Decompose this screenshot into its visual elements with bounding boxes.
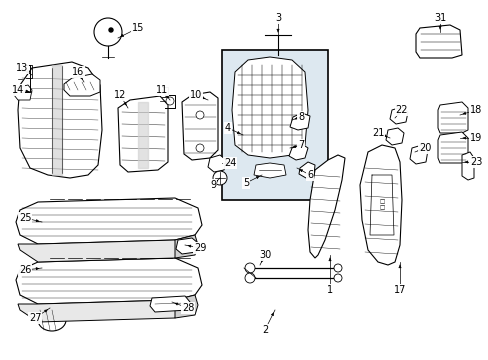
- Polygon shape: [150, 296, 190, 312]
- Text: 22: 22: [395, 105, 407, 115]
- Polygon shape: [118, 96, 168, 172]
- Polygon shape: [409, 145, 427, 164]
- Circle shape: [109, 28, 113, 32]
- Bar: [222, 50, 327, 200]
- Text: □
□: □ □: [379, 199, 384, 210]
- Text: 16: 16: [72, 67, 84, 77]
- Polygon shape: [253, 163, 285, 178]
- Polygon shape: [461, 152, 473, 180]
- Text: 26: 26: [19, 265, 31, 275]
- Circle shape: [333, 274, 341, 282]
- Text: 29: 29: [193, 243, 206, 253]
- Polygon shape: [64, 74, 100, 96]
- Text: 24: 24: [224, 158, 236, 168]
- Text: 20: 20: [418, 143, 430, 153]
- Text: 12: 12: [114, 90, 126, 100]
- Polygon shape: [176, 238, 198, 254]
- Polygon shape: [18, 300, 180, 322]
- Polygon shape: [289, 113, 309, 130]
- Polygon shape: [182, 92, 218, 160]
- Polygon shape: [18, 62, 102, 178]
- Text: 5: 5: [243, 178, 248, 188]
- Circle shape: [165, 97, 174, 105]
- Polygon shape: [437, 102, 467, 133]
- Text: 8: 8: [297, 112, 304, 122]
- Text: 6: 6: [306, 170, 312, 180]
- Polygon shape: [16, 258, 202, 304]
- Polygon shape: [389, 107, 407, 124]
- Text: 28: 28: [182, 303, 194, 313]
- Polygon shape: [207, 155, 225, 172]
- Polygon shape: [18, 240, 180, 262]
- Text: 4: 4: [224, 123, 231, 133]
- Circle shape: [196, 144, 203, 152]
- Polygon shape: [16, 198, 202, 244]
- Polygon shape: [231, 57, 307, 158]
- Circle shape: [94, 18, 122, 46]
- Polygon shape: [359, 145, 401, 265]
- Polygon shape: [175, 295, 198, 318]
- Polygon shape: [52, 65, 62, 175]
- Circle shape: [244, 273, 254, 283]
- Text: 1: 1: [326, 285, 332, 295]
- Polygon shape: [415, 25, 461, 58]
- Polygon shape: [175, 235, 198, 258]
- Text: 18: 18: [469, 105, 481, 115]
- Circle shape: [213, 171, 226, 185]
- Text: 10: 10: [189, 90, 202, 100]
- Circle shape: [333, 264, 341, 272]
- Text: 7: 7: [297, 140, 304, 150]
- Circle shape: [244, 263, 254, 273]
- Text: 30: 30: [258, 250, 270, 260]
- Polygon shape: [385, 128, 403, 145]
- Text: 2: 2: [262, 325, 267, 335]
- Text: 17: 17: [393, 285, 406, 295]
- Text: 9: 9: [209, 180, 216, 190]
- Text: 27: 27: [29, 313, 41, 323]
- Polygon shape: [298, 162, 314, 178]
- Text: 23: 23: [469, 157, 481, 167]
- Text: 19: 19: [469, 133, 481, 143]
- Circle shape: [196, 111, 203, 119]
- Text: 3: 3: [274, 13, 281, 23]
- Text: 13: 13: [16, 63, 28, 73]
- Polygon shape: [138, 102, 148, 168]
- Ellipse shape: [38, 309, 66, 331]
- Polygon shape: [14, 85, 32, 100]
- Text: 21: 21: [371, 128, 384, 138]
- Text: 14: 14: [12, 85, 24, 95]
- Polygon shape: [437, 132, 467, 163]
- Polygon shape: [288, 144, 307, 160]
- Polygon shape: [307, 155, 345, 258]
- Text: 31: 31: [433, 13, 445, 23]
- Text: 25: 25: [19, 213, 31, 223]
- Text: 11: 11: [156, 85, 168, 95]
- Text: 15: 15: [132, 23, 144, 33]
